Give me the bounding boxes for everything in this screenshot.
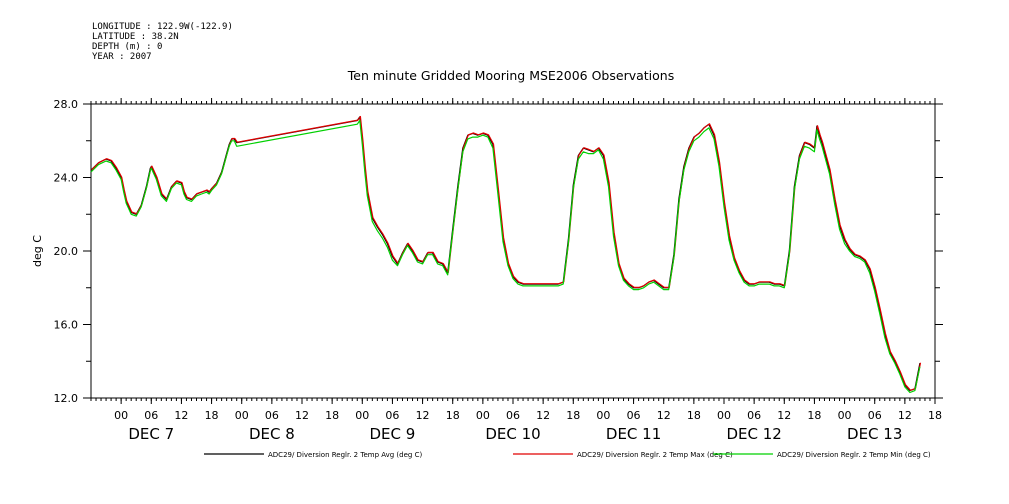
y-tick-label: 12.0 <box>54 392 79 405</box>
x-tick-label: 00 <box>355 409 369 422</box>
year-label: YEAR : 2007 <box>92 52 152 62</box>
x-tick-label: 18 <box>687 409 701 422</box>
y-axis-label: deg C <box>31 235 44 267</box>
x-tick-label: 06 <box>144 409 158 422</box>
legend: ADC29/ Diversion Reglr. 2 Temp Avg (deg … <box>204 451 931 459</box>
latitude-label: LATITUDE : 38.2N <box>92 32 179 42</box>
depth-label: DEPTH (m) : 0 <box>92 42 163 52</box>
x-tick-label: 00 <box>114 409 128 422</box>
legend-label-min: ADC29/ Diversion Reglr. 2 Temp Min (deg … <box>777 451 931 459</box>
legend-label-avg: ADC29/ Diversion Reglr. 2 Temp Avg (deg … <box>268 451 422 459</box>
x-tick-label: 06 <box>627 409 641 422</box>
x-tick-label: 06 <box>265 409 279 422</box>
series-line-max <box>91 115 922 391</box>
legend-label-max: ADC29/ Diversion Reglr. 2 Temp Max (deg … <box>577 451 733 459</box>
day-label: DEC 11 <box>606 425 661 443</box>
day-label: DEC 8 <box>249 425 295 443</box>
x-tick-label: 00 <box>235 409 249 422</box>
longitude-label: LONGITUDE : 122.9W(-122.9) <box>92 22 233 32</box>
series-lines <box>90 115 922 394</box>
y-tick-label: 16.0 <box>54 319 79 332</box>
day-label: DEC 13 <box>847 425 902 443</box>
axis-labels: 00 06 12 18 00 06 12 18 00 06 12 18 00 06 12 18 00 06 12 18… <box>54 98 943 443</box>
x-tick-label: 12 <box>295 409 309 422</box>
x-tick-label: 18 <box>325 409 339 422</box>
x-tick-label: 12 <box>416 409 430 422</box>
x-tick-label: 18 <box>446 409 460 422</box>
x-tick-label: 18 <box>566 409 580 422</box>
x-tick-label: 00 <box>717 409 731 422</box>
x-tick-label: 06 <box>385 409 399 422</box>
x-tick-label: 06 <box>506 409 520 422</box>
x-tick-label: 00 <box>838 409 852 422</box>
y-tick-label: 28.0 <box>54 98 79 111</box>
x-tick-label: 12 <box>777 409 791 422</box>
x-tick-label: 00 <box>476 409 490 422</box>
x-tick-label: 06 <box>747 409 761 422</box>
metadata-block: LONGITUDE : 122.9W(-122.9) LATITUDE : 38… <box>92 22 233 62</box>
chart-title: Ten minute Gridded Mooring MSE2006 Obser… <box>347 68 674 83</box>
axis-ticks <box>83 98 943 404</box>
x-tick-label: 12 <box>536 409 550 422</box>
x-tick-label: 18 <box>205 409 219 422</box>
x-tick-label: 18 <box>807 409 821 422</box>
series-line-min <box>90 119 921 394</box>
x-tick-label: 12 <box>657 409 671 422</box>
y-tick-label: 20.0 <box>54 245 79 258</box>
x-tick-label: 12 <box>174 409 188 422</box>
x-tick-label: 00 <box>596 409 610 422</box>
day-label: DEC 9 <box>370 425 416 443</box>
x-tick-label: 12 <box>898 409 912 422</box>
y-tick-label: 24.0 <box>54 172 79 185</box>
day-label: DEC 10 <box>485 425 540 443</box>
x-tick-label: 18 <box>928 409 942 422</box>
x-tick-label: 06 <box>868 409 882 422</box>
day-label: DEC 12 <box>726 425 781 443</box>
day-label: DEC 7 <box>128 425 174 443</box>
